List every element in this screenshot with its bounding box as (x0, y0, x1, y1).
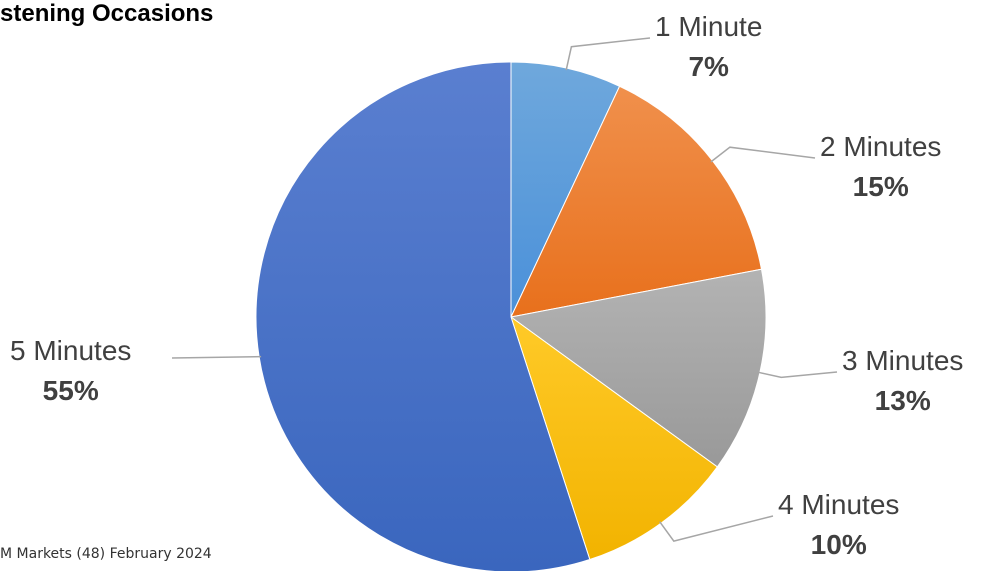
source-note: M Markets (48) February 2024 (0, 546, 212, 562)
slice-category-label: 3 Minutes (842, 345, 963, 376)
slice-percent-label: 55% (43, 375, 99, 406)
leader-line (757, 371, 838, 379)
leader-line (659, 515, 774, 542)
slice-percent-label: 13% (875, 385, 931, 416)
leader-line (171, 355, 262, 359)
leader-line (710, 146, 816, 163)
leader-line (565, 37, 651, 71)
slice-percent-label: 10% (811, 529, 867, 560)
slice-percent-label: 15% (853, 171, 909, 202)
chart-title: stening Occasions (0, 0, 214, 27)
slice-category-label: 1 Minute (655, 11, 762, 42)
slice-category-label: 2 Minutes (820, 131, 941, 162)
slice-percent-label: 7% (688, 51, 729, 82)
slice-category-label: 5 Minutes (10, 335, 131, 366)
slice-category-label: 4 Minutes (778, 489, 899, 520)
